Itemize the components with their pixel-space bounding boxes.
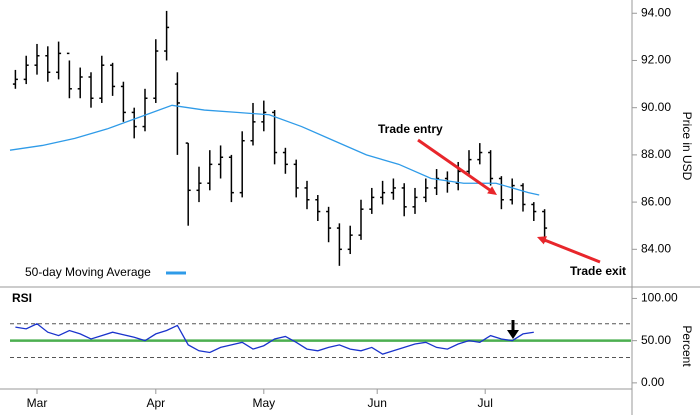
x-tick-label: Jun — [368, 396, 387, 410]
y-tick-label: 84.00 — [641, 241, 671, 255]
x-tick-label: Apr — [146, 396, 165, 410]
annotation-arrow — [417, 138, 493, 193]
y-axis-title: Price in USD — [680, 112, 694, 181]
y-tick-label: 94.00 — [641, 5, 671, 19]
x-tick-label: Mar — [27, 396, 48, 410]
moving-average-line — [9, 104, 540, 196]
annotation-arrowhead — [537, 236, 547, 245]
y-tick-label: 92.00 — [641, 53, 671, 67]
rsi-title: RSI — [12, 291, 32, 305]
annotation: Trade entry — [378, 122, 443, 136]
y-tick-label: 0.00 — [641, 375, 665, 389]
y-tick-label: 90.00 — [641, 100, 671, 114]
rsi-line — [15, 323, 534, 355]
annotation: Trade exit — [570, 264, 626, 278]
y-tick-label: 100.00 — [641, 291, 678, 305]
y-axis-title: Percent — [680, 325, 694, 367]
y-tick-label: 88.00 — [641, 147, 671, 161]
x-tick-label: May — [252, 396, 275, 410]
rsi-arrow — [507, 320, 519, 339]
y-tick-label: 50.00 — [641, 333, 671, 347]
y-tick-label: 86.00 — [641, 194, 671, 208]
annotation-arrowhead — [487, 186, 497, 195]
x-tick-label: Jul — [478, 396, 493, 410]
legend-label: 50-day Moving Average — [25, 265, 151, 279]
annotation-arrow — [542, 237, 601, 264]
